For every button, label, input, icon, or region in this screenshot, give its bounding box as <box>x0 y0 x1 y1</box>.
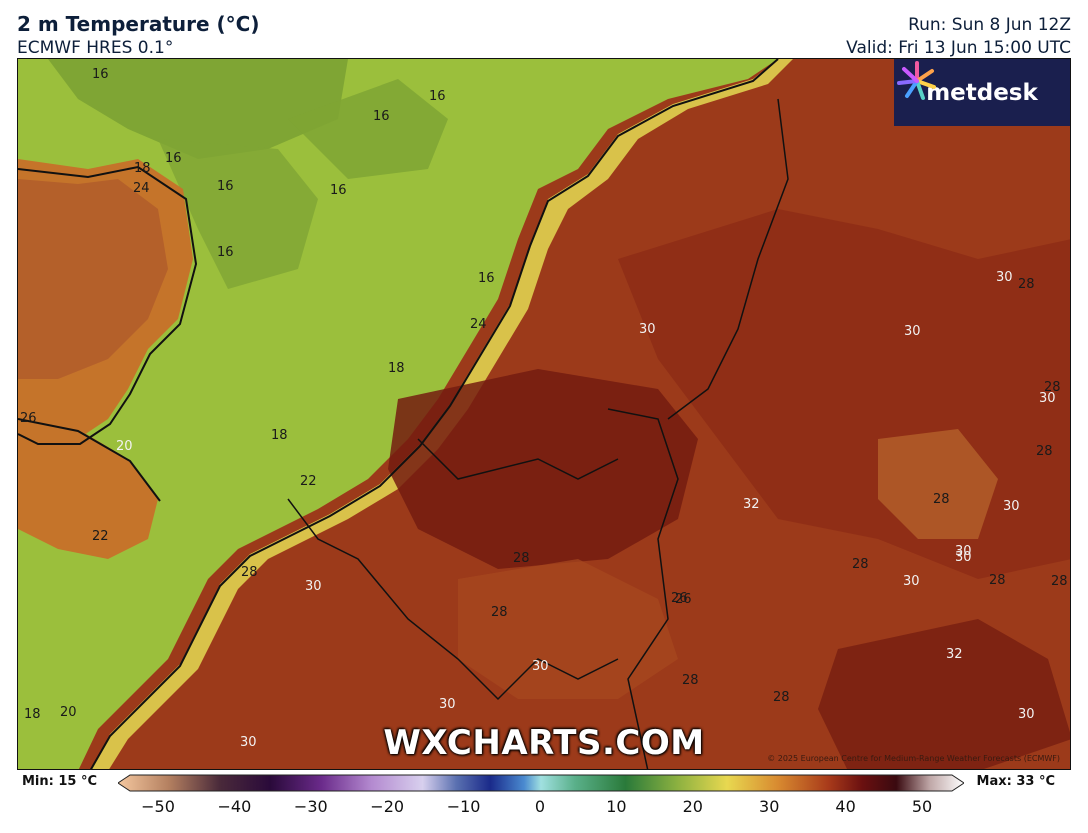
colour-scale-bar <box>118 774 964 792</box>
contour-label: 28 <box>852 557 869 572</box>
wxcharts-watermark: WXCHARTS.COM <box>383 723 705 763</box>
contour-label: 28 <box>513 551 530 566</box>
contour-label: 26 <box>675 592 692 607</box>
coastal-band <box>91 59 793 769</box>
contour-label: 18 <box>24 707 41 722</box>
warm-zone-south <box>458 559 678 699</box>
legend-min-label: Min: 15 °C <box>22 774 98 789</box>
colour-scale-tick-label: 30 <box>759 797 780 816</box>
chart-title: 2 m Temperature (°C) <box>17 12 260 36</box>
uk-coastline <box>18 165 198 445</box>
contour-label: 20 <box>116 439 133 454</box>
colour-scale-tick-label: 0 <box>534 797 546 816</box>
contour-label: 30 <box>1003 499 1020 514</box>
colour-scale-tick-label: −20 <box>370 797 405 816</box>
contour-label: 28 <box>933 492 950 507</box>
cool-patch-1 <box>48 59 348 159</box>
cool-patch-2 <box>158 139 318 289</box>
colour-scale-tick-label: −10 <box>446 797 481 816</box>
border-4 <box>417 438 619 480</box>
warm-zone-east <box>878 429 998 539</box>
colour-scale-tick-label: −30 <box>293 797 328 816</box>
contour-label: 16 <box>373 109 390 124</box>
contour-label: 28 <box>1018 277 1035 292</box>
contour-label: 28 <box>241 565 258 580</box>
contour-label: 18 <box>271 428 288 443</box>
contour-label: 16 <box>478 271 495 286</box>
border-2 <box>667 98 789 420</box>
metdesk-logo-text: metdesk <box>926 79 1038 106</box>
contour-label: 28 <box>773 690 790 705</box>
contour-label: 16 <box>429 89 446 104</box>
cool-patch-3 <box>288 79 448 179</box>
contour-label: 28 <box>491 605 508 620</box>
contour-label: 30 <box>904 324 921 339</box>
colour-scale-tick-label: −50 <box>141 797 175 816</box>
contour-label: 26 <box>671 591 688 606</box>
temperature-map: 16 16 16 16 18 24 16 16 16 16 24 18 26 20 18 22 22 28 30 28… <box>17 58 1071 770</box>
contour-label: 30 <box>439 697 456 712</box>
border-3 <box>287 498 619 701</box>
contour-label: 30 <box>639 322 656 337</box>
legend-max-label: Max: 33 °C <box>976 774 1055 789</box>
valid-time-label: Valid: Fri 13 Jun 15:00 UTC <box>846 38 1071 58</box>
contour-label: 24 <box>133 181 150 196</box>
contour-label: 32 <box>946 647 963 662</box>
contour-label: 24 <box>470 317 487 332</box>
contour-label: 16 <box>165 151 182 166</box>
uk-land-inner <box>18 179 168 379</box>
contour-label: 30 <box>955 544 972 559</box>
contour-label: 28 <box>1051 574 1068 589</box>
colour-scale-tick-label: 20 <box>682 797 703 816</box>
contour-label: 18 <box>388 361 405 376</box>
border-1 <box>607 408 679 769</box>
hot-zone-benelux <box>388 369 698 569</box>
contour-label: 18 <box>134 161 151 176</box>
contour-label: 30 <box>996 270 1013 285</box>
run-label: Run: Sun 8 Jun 12Z <box>908 15 1071 35</box>
contour-label: 22 <box>92 529 109 544</box>
contour-label: 30 <box>240 735 257 750</box>
contour-label: 28 <box>1044 380 1061 395</box>
colour-scale-tick-label: 50 <box>911 797 933 816</box>
contour-label: 32 <box>743 497 760 512</box>
contour-label: 30 <box>903 574 920 589</box>
colour-scale-tick-label: 10 <box>606 797 627 816</box>
contour-label: 22 <box>300 474 317 489</box>
contour-label: 28 <box>1036 444 1053 459</box>
copyright-notice: © 2025 European Centre for Medium-Range … <box>767 754 1060 763</box>
contour-label: 16 <box>92 67 109 82</box>
contour-label: 30 <box>305 579 322 594</box>
uk-south-land <box>18 419 158 559</box>
contour-label: 26 <box>20 411 37 426</box>
temperature-field <box>18 59 1070 769</box>
colour-scale-tick-label: 40 <box>835 797 856 816</box>
continental-coastline <box>89 59 779 769</box>
contour-label: 20 <box>60 705 77 720</box>
contour-label: 30 <box>532 659 549 674</box>
colour-scale-tick-label: −40 <box>217 797 252 816</box>
contour-label: 16 <box>217 245 234 260</box>
contour-label: 16 <box>330 183 347 198</box>
metdesk-flower-icon <box>897 61 936 100</box>
contour-label: 28 <box>989 573 1006 588</box>
contour-label: 16 <box>217 179 234 194</box>
contour-label: 30 <box>1039 391 1056 406</box>
contour-label: 28 <box>682 673 699 688</box>
metdesk-logo: metdesk <box>894 59 1070 126</box>
uk-south-coastline <box>18 418 161 502</box>
contour-label: 30 <box>955 550 972 565</box>
hot-zone-se <box>818 619 1070 769</box>
contour-label: 30 <box>1018 707 1035 722</box>
model-label: ECMWF HRES 0.1° <box>17 38 174 58</box>
